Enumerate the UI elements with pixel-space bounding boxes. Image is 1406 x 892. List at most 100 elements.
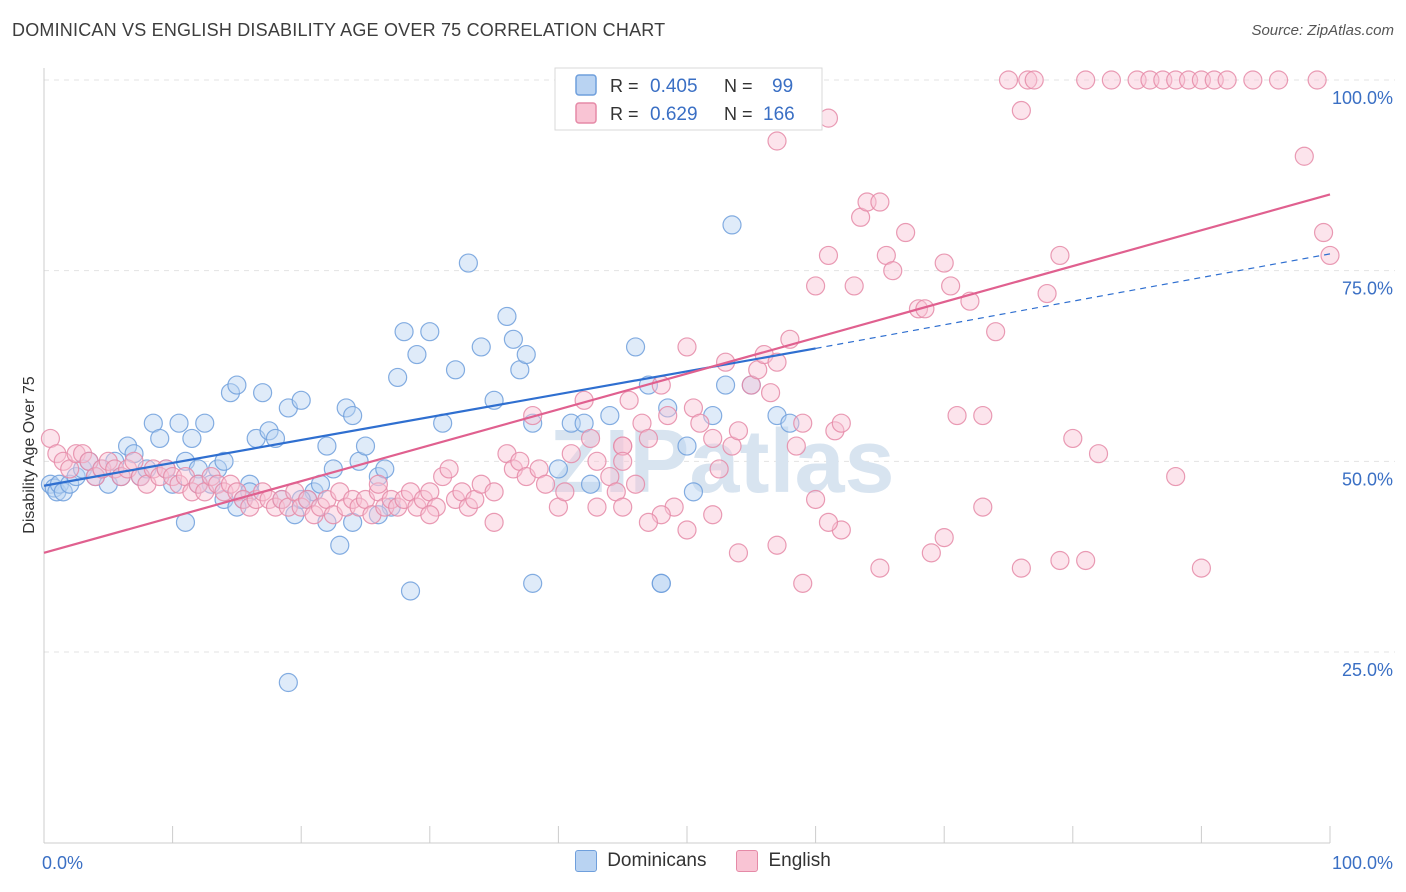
dominicans-point <box>278 672 298 693</box>
english-point <box>1307 70 1327 90</box>
dominicans-point <box>343 405 363 426</box>
dominicans-point <box>677 436 697 456</box>
dominicans-point <box>497 306 517 327</box>
dominicans-point <box>214 451 234 471</box>
english-point <box>201 466 221 487</box>
english-point <box>388 497 408 517</box>
english-point <box>703 428 723 449</box>
dominicans-point <box>722 215 742 235</box>
legend-item-dominicans: Dominicans <box>575 850 706 872</box>
english-point <box>47 444 67 464</box>
english-point <box>709 459 729 479</box>
chart-title: DOMINICAN VS ENGLISH DISABILITY AGE OVER… <box>12 20 666 40</box>
english-point <box>1268 70 1289 90</box>
english-point <box>426 497 446 517</box>
dominicans-point <box>445 360 466 380</box>
y-tick-label-50: 50.0% <box>1342 469 1393 489</box>
english-point <box>767 535 787 555</box>
english-point <box>767 131 787 151</box>
dominicans-point <box>317 436 337 456</box>
english-trend-line <box>43 193 1331 554</box>
correlation-legend: R = 0.405 N = 99 R = 0.629 N = 166 <box>554 67 823 131</box>
dominicans-point <box>330 535 350 555</box>
dominicans-point <box>368 505 388 525</box>
dominicans-point <box>388 367 408 388</box>
dominicans-point <box>253 383 273 403</box>
source-label: Source: ZipAtlas.com <box>1251 22 1394 39</box>
english-point <box>703 505 723 525</box>
dominicans-point <box>683 482 704 502</box>
dominicans-point <box>355 436 376 456</box>
dominicans-point <box>600 405 620 426</box>
legend-label-english: English <box>768 850 831 871</box>
english-point <box>1037 283 1057 304</box>
english-point <box>1166 466 1186 487</box>
english-point <box>690 413 710 433</box>
dominicans-points <box>40 215 800 693</box>
english-point <box>1320 245 1340 266</box>
x-tick-label-right: 100.0% <box>1332 853 1393 873</box>
english-point <box>1011 558 1031 578</box>
english-point <box>1243 70 1263 90</box>
dominicans-swatch <box>575 850 598 872</box>
english-point <box>458 497 478 517</box>
english-point <box>1063 428 1083 449</box>
english-point <box>921 543 941 563</box>
legend-r-value-1: 0.405 <box>650 76 698 97</box>
legend-r-label-1: R = <box>610 76 639 96</box>
english-point <box>677 337 697 357</box>
english-point <box>1088 444 1109 464</box>
dominicans-point <box>227 375 247 395</box>
english-point <box>896 222 916 243</box>
legend-swatch-blue <box>575 74 597 96</box>
english-point <box>619 390 639 410</box>
dominicans-point <box>150 428 170 449</box>
legend-item-english: English <box>736 850 831 872</box>
legend-n-value-2: 166 <box>763 104 795 125</box>
dominicans-point <box>548 459 569 479</box>
dominicans-point <box>208 459 228 479</box>
trend-lines <box>43 193 1331 554</box>
english-point <box>368 474 388 494</box>
english-point <box>72 444 93 464</box>
english-point <box>947 405 967 426</box>
y-tick-label-100: 100.0% <box>1332 88 1393 108</box>
english-point <box>1076 550 1096 571</box>
dominicans-point <box>259 421 279 441</box>
english-point <box>1011 100 1031 121</box>
english-point <box>555 482 575 502</box>
dominicans-point <box>625 337 646 357</box>
english-point <box>793 573 813 593</box>
dominicans-trend-line <box>43 347 816 487</box>
english-point <box>1191 558 1212 578</box>
english-point <box>818 512 839 532</box>
dominicans-point <box>368 466 388 487</box>
english-point <box>484 482 504 502</box>
x-ticks <box>43 826 1331 843</box>
english-point <box>1101 70 1121 90</box>
english-point <box>638 428 659 449</box>
english-point <box>240 497 260 517</box>
dominicans-point <box>336 398 356 418</box>
english-point <box>439 459 459 479</box>
english-point <box>227 482 247 502</box>
dominicans-point <box>394 322 414 342</box>
english-point <box>728 543 749 563</box>
english-point <box>587 451 607 471</box>
english-point <box>767 352 787 372</box>
legend-n-label-2: N = <box>724 104 753 124</box>
dominicans-point <box>323 459 343 479</box>
dominicans-point <box>471 337 491 357</box>
english-point <box>587 497 607 517</box>
english-point <box>420 505 440 525</box>
english-point <box>1294 146 1314 166</box>
english-point <box>941 276 961 296</box>
series-legend: Dominicans English <box>0 850 1406 872</box>
y-tick-labels: 100.0% 75.0% 50.0% 25.0% <box>1332 88 1393 680</box>
y-tick-label-25: 25.0% <box>1342 660 1393 680</box>
english-point <box>998 70 1019 90</box>
english-point <box>805 276 826 296</box>
english-point <box>677 520 697 540</box>
english-point <box>484 512 504 532</box>
